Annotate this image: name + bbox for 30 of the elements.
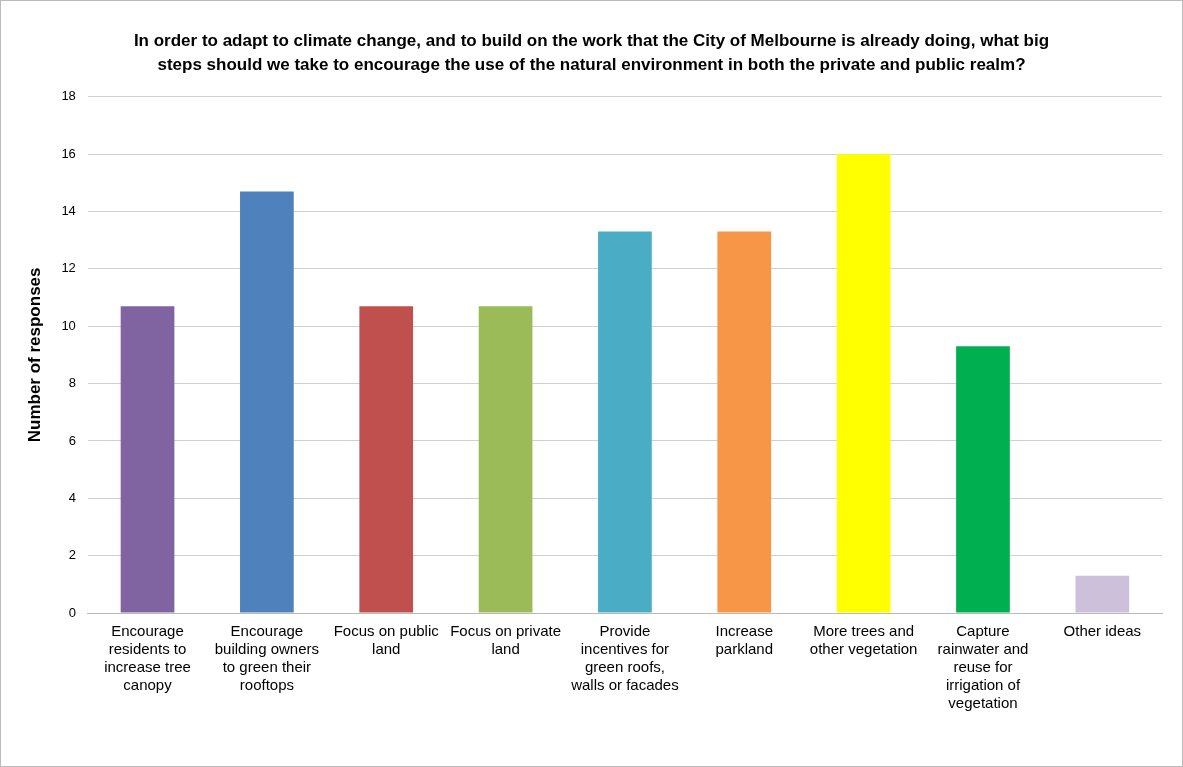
y-tick-label: 4: [68, 489, 76, 505]
x-tick-label: Other ideas: [1063, 622, 1142, 640]
bar: [478, 306, 533, 613]
bar: [717, 231, 772, 613]
y-tick-label: 6: [68, 432, 76, 448]
x-tick-label: Increase parkland: [715, 622, 774, 658]
bar: [598, 231, 652, 613]
y-tick-label: 10: [61, 317, 76, 333]
y-tick-label: 16: [61, 145, 76, 161]
bar: [240, 191, 294, 613]
bar: [359, 306, 414, 613]
bar: [836, 154, 891, 613]
x-tick-label: Provide incentives for green roofs, walls or facades: [570, 622, 679, 694]
bar: [120, 306, 175, 613]
y-tick-label: 8: [68, 375, 76, 391]
x-tick-label: Capture rainwater and reuse for irrigation of vegetation: [937, 622, 1029, 712]
y-tick-label: 12: [61, 260, 76, 276]
x-tick-label: Focus on public land: [333, 622, 440, 658]
x-tick-label: Encourage residents to increase tree canopy: [104, 622, 191, 694]
chart-title: In order to adapt to climate change, and to build on the work that the City of Melbourne is already doing, what big steps should we take to encourage the use of the natural environment in both the private and public realm?: [132, 30, 1051, 76]
y-tick-label: 2: [68, 547, 76, 563]
y-tick-label: 18: [61, 88, 76, 104]
x-tick-label: More trees and other vegetation: [809, 622, 918, 658]
y-tick-label: 0: [68, 604, 76, 620]
bar: [956, 346, 1010, 613]
x-tick-label: Focus on private land: [450, 622, 562, 658]
y-axis-title: Number of responses: [24, 267, 44, 443]
x-tick-label: Encourage building owners to green their rooftops: [214, 622, 319, 694]
y-tick-label: 14: [61, 203, 76, 219]
bar: [1075, 575, 1130, 613]
